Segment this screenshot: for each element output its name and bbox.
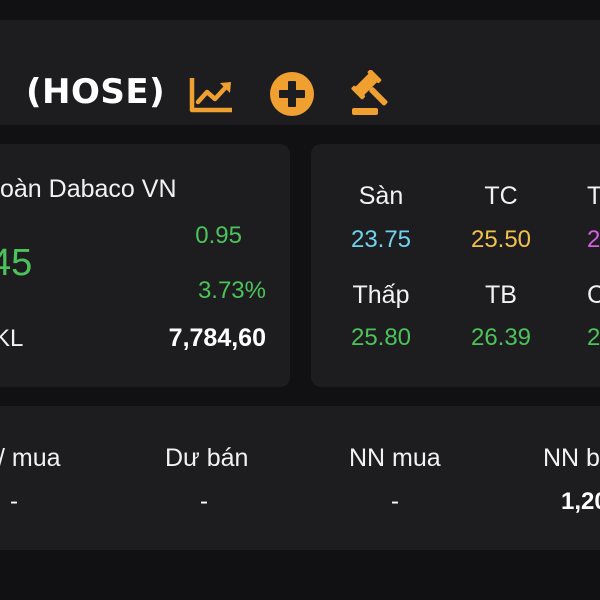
floor-label: Sàn (358, 182, 404, 210)
company-name: oàn Dabaco VN (0, 175, 177, 203)
bid-surplus-label: / mua (0, 444, 61, 472)
ceiling-value: 2 (587, 226, 600, 253)
exchange-label: (HOSE) (26, 72, 166, 112)
volume-label: KL (0, 325, 24, 352)
ceiling-label: T (587, 182, 600, 210)
order-flow-card (0, 406, 600, 550)
price-levels-card (311, 144, 600, 387)
reference-label: TC (484, 182, 518, 210)
foreign-sell-label: NN b (543, 444, 600, 472)
reference-value: 25.50 (470, 226, 532, 253)
average-value: 26.39 (470, 324, 532, 351)
bid-surplus-value: - (10, 488, 18, 515)
average-label: TB (485, 281, 517, 309)
add-circle-icon[interactable] (268, 70, 316, 118)
low-value: 25.80 (350, 324, 412, 351)
high-value: 2 (587, 324, 600, 351)
foreign-buy-label: NN mua (349, 444, 441, 472)
header-bar: (HOSE) (0, 20, 600, 125)
foreign-buy-value: - (391, 488, 399, 515)
last-price: 45 (0, 242, 33, 284)
price-change-percent: 3.73% (197, 277, 266, 304)
ask-surplus-value: - (200, 488, 208, 515)
price-change: 0.95 (195, 222, 242, 249)
volume-value: 7,784,60 (168, 324, 266, 352)
price-summary-card (0, 144, 290, 387)
gavel-icon[interactable] (348, 70, 396, 118)
line-chart-icon[interactable] (188, 70, 236, 118)
low-label: Thấp (352, 281, 410, 309)
high-label: C (587, 281, 600, 309)
ask-surplus-label: Dư bán (165, 444, 249, 472)
back-chevron-icon[interactable] (0, 69, 11, 101)
foreign-sell-value: 1,20 (561, 488, 600, 515)
floor-value: 23.75 (350, 226, 412, 253)
